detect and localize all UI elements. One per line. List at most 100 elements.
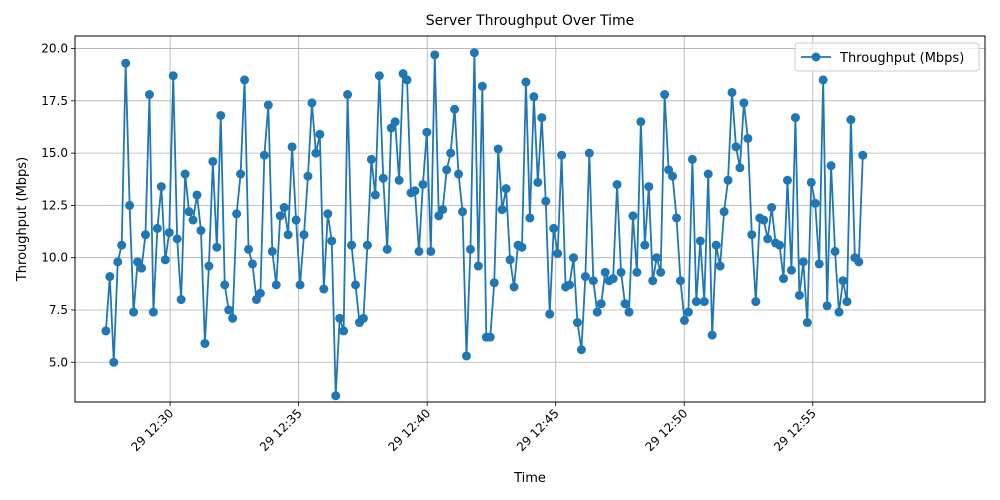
data-point (699, 297, 709, 307)
data-point (331, 391, 341, 401)
data-point (382, 244, 392, 254)
data-point (275, 211, 285, 221)
data-point (727, 87, 737, 97)
data-point (576, 345, 586, 355)
data-point (723, 175, 733, 185)
data-point (129, 307, 139, 317)
data-point (192, 190, 202, 200)
data-point (402, 75, 412, 85)
data-point (691, 297, 701, 307)
data-point (461, 351, 471, 361)
data-point (232, 209, 242, 219)
data-point (802, 318, 812, 328)
data-point (164, 228, 174, 238)
data-point (446, 148, 456, 158)
data-point (208, 156, 218, 166)
y-tick-label: 10.0 (41, 251, 68, 265)
data-point (747, 230, 757, 240)
data-point (656, 267, 666, 277)
data-point (822, 301, 832, 311)
data-point (458, 207, 468, 217)
series-throughput (101, 48, 868, 401)
data-point (244, 244, 254, 254)
y-tick-label: 12.5 (41, 198, 68, 212)
data-point (818, 75, 828, 85)
data-point (351, 280, 361, 290)
data-point (501, 184, 511, 194)
data-point (537, 113, 547, 123)
data-point (644, 182, 654, 192)
data-point (109, 357, 119, 367)
data-point (228, 313, 238, 323)
y-tick-label: 20.0 (41, 42, 68, 56)
x-axis-label: Time (513, 471, 546, 486)
data-point (362, 240, 372, 250)
data-point (224, 305, 234, 315)
data-point (137, 263, 147, 273)
data-point (703, 169, 713, 179)
data-point (624, 307, 634, 317)
data-point (374, 71, 384, 81)
data-point (410, 186, 420, 196)
data-point (687, 154, 697, 164)
data-point (517, 242, 527, 252)
data-point (572, 318, 582, 328)
data-point (196, 226, 206, 235)
data-point (790, 113, 800, 123)
data-point (450, 104, 460, 114)
data-point (668, 171, 678, 181)
data-point (430, 50, 440, 60)
data-point (236, 169, 246, 179)
data-point (640, 240, 650, 250)
data-point (759, 215, 769, 225)
data-point (287, 142, 297, 152)
data-point (295, 280, 305, 290)
data-point (842, 297, 852, 307)
data-point (426, 246, 436, 256)
data-point (172, 234, 182, 244)
data-point (148, 307, 158, 317)
y-axis-ticks: 5.0 7.5 10.0 12.5 15.0 17.5 20.0 (41, 42, 75, 369)
data-point (263, 100, 273, 110)
data-point (711, 240, 721, 250)
data-point (335, 313, 345, 323)
y-tick-label: 15.0 (41, 146, 68, 160)
data-point (473, 261, 483, 271)
data-point (493, 144, 503, 154)
data-point (477, 81, 487, 91)
plot-frame (74, 35, 986, 403)
data-point (101, 326, 111, 336)
data-point (283, 230, 293, 240)
data-point (303, 171, 313, 181)
data-point (600, 267, 610, 277)
legend-marker-swatch (811, 52, 821, 62)
data-point (584, 148, 594, 158)
data-point (719, 207, 729, 217)
data-point (156, 182, 166, 192)
data-point (794, 290, 804, 300)
data-point (454, 169, 464, 179)
data-point (775, 240, 785, 250)
data-point (580, 272, 590, 282)
data-point (255, 288, 265, 298)
data-point (259, 150, 269, 160)
data-point (806, 177, 816, 187)
data-point (636, 117, 646, 127)
y-tick-label: 17.5 (41, 94, 68, 108)
data-point (525, 213, 535, 223)
data-point (707, 330, 717, 340)
data-point (121, 58, 131, 68)
data-point (672, 213, 682, 223)
data-point (810, 198, 820, 208)
data-point (616, 267, 626, 277)
data-point (144, 90, 154, 100)
data-point (826, 161, 836, 171)
data-point (442, 165, 452, 175)
data-point (612, 179, 622, 189)
data-point (846, 115, 856, 125)
data-point (113, 257, 123, 267)
data-point (390, 117, 400, 127)
data-point (858, 150, 868, 160)
data-point (125, 200, 135, 210)
data-point (105, 272, 115, 282)
